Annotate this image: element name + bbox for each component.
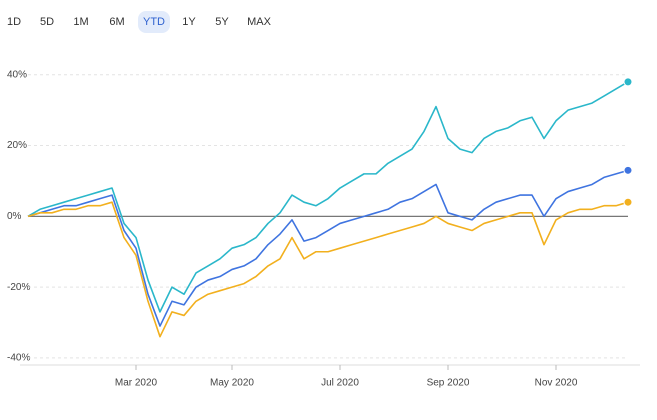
range-button[interactable]: 1D: [7, 16, 21, 28]
end-point: [623, 165, 633, 175]
y-tick-label: 40%: [7, 69, 27, 80]
end-point: [623, 77, 633, 87]
series-line: [27, 201, 629, 338]
range-button[interactable]: 5D: [40, 16, 54, 28]
y-tick-label: -20%: [7, 282, 30, 293]
y-tick-label: -40%: [7, 353, 30, 364]
end-point: [623, 197, 633, 207]
x-tick-label: Nov 2020: [535, 378, 578, 389]
range-button[interactable]: 1M: [73, 16, 88, 28]
range-button[interactable]: MAX: [247, 16, 272, 28]
y-tick-label: 20%: [7, 140, 27, 151]
x-tick-label: Mar 2020: [115, 378, 158, 389]
range-button[interactable]: 5Y: [215, 16, 229, 28]
range-button[interactable]: YTD: [143, 16, 165, 28]
x-tick-label: Sep 2020: [427, 378, 470, 389]
range-button-bg[interactable]: [138, 11, 170, 33]
series-line: [27, 81, 629, 313]
x-tick-label: May 2020: [210, 378, 254, 389]
y-tick-label: 0%: [7, 211, 22, 222]
series-line: [27, 169, 629, 327]
range-button[interactable]: 1Y: [182, 16, 196, 28]
x-tick-label: Jul 2020: [321, 378, 359, 389]
range-button[interactable]: 6M: [109, 16, 124, 28]
